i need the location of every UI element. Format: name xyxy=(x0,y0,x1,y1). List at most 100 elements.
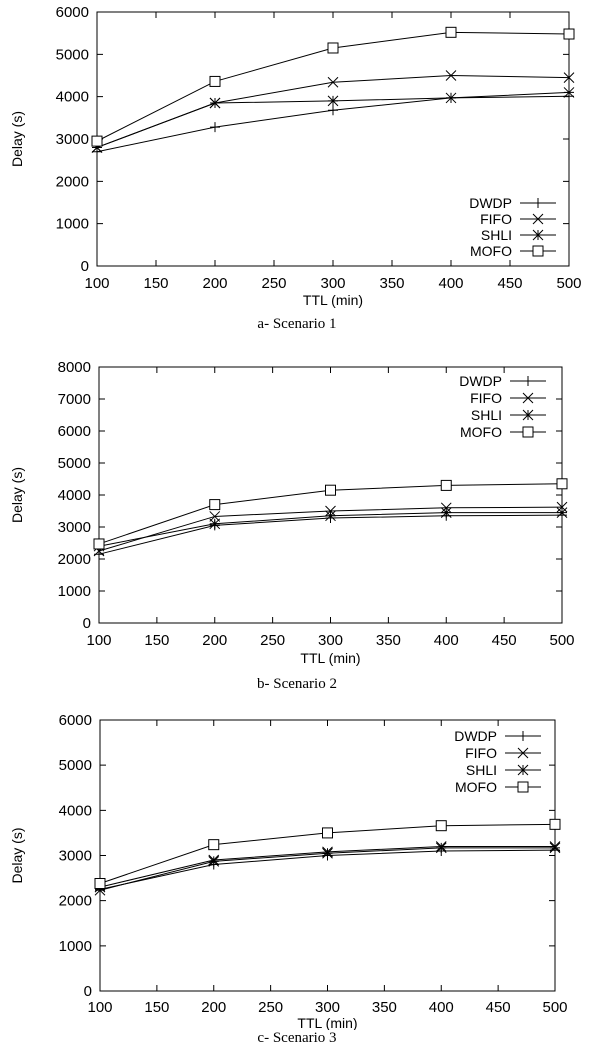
legend-label: MOFO xyxy=(460,424,502,440)
legend-label: SHLI xyxy=(466,762,497,778)
y-tick-label: 1000 xyxy=(58,583,91,600)
y-tick-label: 6000 xyxy=(58,423,91,440)
chart-panel-3: 100 150 200 250 300 350 400 450 500 0 1000 2000 3000… xyxy=(0,700,594,1030)
point-shli xyxy=(91,142,103,153)
y-tick-label: 4000 xyxy=(58,487,91,504)
legend-marker xyxy=(532,213,544,225)
x-tick-label: 400 xyxy=(438,275,463,292)
legend-marker xyxy=(517,747,529,759)
point-mofo xyxy=(322,827,333,839)
y-axis-label: Delay (s) xyxy=(9,111,25,167)
point-dwdp xyxy=(210,122,220,133)
chart-svg-3: 100 150 200 250 300 350 400 450 5000100020003000… xyxy=(9,712,568,1030)
y-tick-label: 3000 xyxy=(56,131,89,148)
legend-label: DWDP xyxy=(454,728,497,744)
x-tick-label: 350 xyxy=(379,275,404,292)
point-dwdp xyxy=(328,105,338,116)
point-mofo xyxy=(327,42,339,54)
legend-label: MOFO xyxy=(455,779,497,795)
legend-entry: FIFO xyxy=(480,211,556,227)
point-mofo xyxy=(445,26,457,38)
y-tick-label: 4000 xyxy=(56,89,89,106)
x-tick-label: 200 xyxy=(202,632,227,649)
legend-label: FIFO xyxy=(470,390,502,406)
point-shli xyxy=(327,95,339,107)
y-tick-label: 2000 xyxy=(58,551,91,568)
y-tick-label: 0 xyxy=(83,615,91,632)
point-shli xyxy=(445,92,457,104)
series-mofo xyxy=(94,818,561,890)
point-shli xyxy=(208,856,220,867)
x-tick-label: 250 xyxy=(261,275,286,292)
legend-entry: DWDP xyxy=(459,373,546,389)
y-tick-label: 2000 xyxy=(56,173,89,190)
y-tick-label: 6000 xyxy=(56,4,89,21)
legend-marker xyxy=(517,764,529,776)
x-tick-label: 500 xyxy=(556,275,581,292)
x-tick-label: 150 xyxy=(144,999,169,1016)
point-shli xyxy=(209,97,221,109)
x-tick-label: 450 xyxy=(497,275,522,292)
legend-marker xyxy=(523,376,533,386)
series-shli xyxy=(93,507,568,552)
legend-entry: SHLI xyxy=(471,407,546,423)
y-tick-label: 5000 xyxy=(58,455,91,472)
legend-label: SHLI xyxy=(481,227,512,243)
y-tick-label: 3000 xyxy=(58,519,91,536)
x-tick-label: 450 xyxy=(486,999,511,1016)
y-axis-label: Delay (s) xyxy=(9,827,25,883)
legend-entry: DWDP xyxy=(469,195,556,211)
chart-svg-2: 100 150 200 250 300 350 400 450 5000100020003000… xyxy=(9,359,575,666)
y-tick-label: 6000 xyxy=(59,712,92,729)
chart-caption-1: a- Scenario 1 xyxy=(257,316,337,332)
point-shli xyxy=(94,884,106,896)
legend-label: SHLI xyxy=(471,407,502,423)
legend-marker xyxy=(532,229,544,241)
y-tick-label: 0 xyxy=(81,258,89,275)
legend-entry: MOFO xyxy=(470,243,556,259)
legend-marker xyxy=(517,781,529,793)
x-tick-label: 500 xyxy=(542,999,567,1016)
y-tick-label: 8000 xyxy=(58,359,91,376)
series-mofo xyxy=(91,26,575,147)
point-mofo xyxy=(435,820,447,832)
legend-marker xyxy=(522,426,534,438)
legend-entry: FIFO xyxy=(465,745,541,761)
legend-marker xyxy=(518,731,528,741)
y-tick-label: 3000 xyxy=(59,848,92,865)
point-mofo xyxy=(208,839,220,851)
x-tick-label: 250 xyxy=(258,999,283,1016)
point-mofo xyxy=(93,538,105,550)
point-shli xyxy=(563,87,575,98)
x-tick-label: 300 xyxy=(320,275,345,292)
x-tick-label: 100 xyxy=(86,632,111,649)
y-tick-label: 1000 xyxy=(56,216,89,233)
point-mofo xyxy=(563,28,575,40)
point-mofo xyxy=(94,878,106,890)
x-axis-label: TTL (min) xyxy=(303,292,363,308)
chart-svg-1: 100 150 200 250 300 350 400 450 5000100020003000… xyxy=(9,4,582,308)
legend-label: DWDP xyxy=(469,195,512,211)
legend-label: FIFO xyxy=(480,211,512,227)
legend-label: MOFO xyxy=(470,243,512,259)
point-mofo xyxy=(549,818,561,830)
y-tick-label: 5000 xyxy=(59,757,92,774)
legend-marker xyxy=(522,392,534,404)
x-tick-label: 350 xyxy=(372,999,397,1016)
series-shli xyxy=(91,87,575,153)
x-tick-label: 400 xyxy=(429,999,454,1016)
point-shli xyxy=(549,842,561,854)
x-tick-label: 400 xyxy=(434,632,459,649)
point-mofo xyxy=(91,135,103,147)
legend-entry: MOFO xyxy=(460,424,546,440)
x-tick-label: 300 xyxy=(318,632,343,649)
chart-caption-3: c- Scenario 3 xyxy=(257,1030,337,1046)
x-tick-label: 150 xyxy=(143,275,168,292)
legend-entry: FIFO xyxy=(470,390,546,406)
x-tick-label: 350 xyxy=(376,632,401,649)
legend-label: FIFO xyxy=(465,745,497,761)
x-tick-label: 100 xyxy=(84,275,109,292)
series-fifo xyxy=(93,501,568,557)
point-fifo xyxy=(445,70,457,81)
point-shli xyxy=(435,842,447,854)
